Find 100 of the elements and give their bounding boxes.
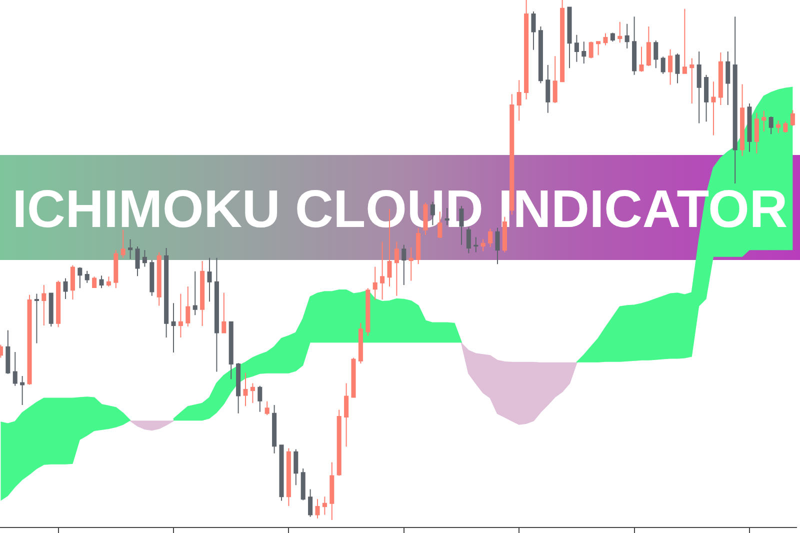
candlestick — [696, 50, 702, 124]
candlestick — [524, 0, 529, 100]
candlestick — [322, 496, 327, 516]
candlestick — [488, 228, 493, 248]
candlestick — [560, 0, 565, 83]
candlestick — [646, 26, 651, 67]
candlestick — [732, 16, 738, 184]
candlestick — [99, 275, 104, 289]
candlestick — [366, 288, 370, 336]
candlestick — [639, 46, 644, 72]
candlestick — [408, 247, 414, 282]
candlestick — [308, 488, 313, 518]
candlestick — [711, 81, 716, 136]
candlestick — [56, 280, 61, 328]
candlestick — [264, 400, 270, 416]
candlestick — [495, 227, 500, 265]
candlestick — [258, 385, 262, 412]
candlestick — [690, 58, 694, 104]
candlestick — [48, 292, 54, 328]
candlestick — [78, 266, 82, 289]
candlestick — [178, 293, 183, 338]
candlestick — [222, 292, 226, 334]
candlestick — [430, 201, 435, 226]
candlestick — [34, 293, 39, 344]
candlestick — [596, 40, 601, 56]
candlestick — [618, 21, 622, 44]
candlestick — [668, 48, 673, 86]
candlestick — [272, 404, 277, 454]
candlestick — [610, 32, 615, 42]
candlestick — [402, 244, 406, 286]
candlestick — [466, 226, 471, 254]
candlestick — [12, 352, 18, 386]
candlestick — [776, 120, 781, 134]
candlestick — [380, 241, 385, 300]
candlestick — [192, 270, 198, 316]
candlestick — [27, 294, 32, 386]
candlestick — [783, 121, 788, 134]
candlestick — [552, 56, 558, 104]
candlestick — [747, 102, 752, 152]
candlestick — [186, 286, 190, 328]
candlestick — [718, 52, 723, 106]
candlestick — [372, 266, 378, 301]
candlestick — [754, 112, 759, 154]
candlestick — [588, 41, 594, 59]
candlestick — [768, 116, 774, 135]
candlestick — [214, 257, 219, 372]
candlestick — [294, 448, 298, 486]
candlestick — [624, 23, 630, 49]
candlestick — [567, 6, 572, 69]
candlestick — [228, 321, 234, 380]
candlestick — [84, 270, 90, 284]
candlestick — [171, 302, 176, 354]
candlestick — [20, 375, 25, 406]
candlestick — [286, 448, 291, 506]
candlestick — [200, 260, 205, 327]
candlestick — [150, 259, 154, 296]
candlestick — [538, 26, 543, 84]
candlestick — [128, 238, 133, 260]
candlestick — [142, 250, 147, 268]
candlestick — [740, 84, 745, 156]
candlestick — [474, 236, 478, 253]
candlestick — [6, 330, 10, 374]
candlestick — [207, 257, 212, 302]
candlestick — [790, 110, 795, 126]
candlestick — [704, 74, 709, 122]
candlestick — [726, 50, 730, 106]
candlestick — [675, 53, 680, 84]
candlestick — [546, 64, 550, 114]
candlestick — [480, 238, 486, 252]
candlestick — [135, 246, 140, 277]
candlestick — [63, 278, 68, 300]
candlestick — [358, 322, 363, 364]
candlestick — [574, 34, 579, 62]
candlestick — [315, 498, 320, 519]
candlestick — [106, 276, 111, 288]
candlestick — [300, 468, 306, 501]
candlestick — [416, 228, 421, 265]
candlestick — [632, 16, 637, 76]
candlestick — [92, 276, 97, 288]
candlestick — [394, 241, 399, 296]
candlestick — [762, 110, 766, 132]
candlestick — [660, 56, 666, 74]
candlestick — [344, 382, 349, 448]
candlestick — [114, 250, 118, 289]
candlestick — [654, 40, 658, 69]
candlestick — [516, 80, 522, 122]
candlestick — [330, 462, 334, 520]
candlestick — [164, 248, 169, 338]
candlestick — [603, 32, 608, 46]
candlestick — [582, 41, 586, 64]
candlestick — [70, 264, 75, 300]
candlestick — [120, 229, 126, 258]
candlestick — [42, 284, 46, 326]
candlestick — [279, 444, 284, 502]
candlestick — [351, 357, 356, 398]
candlestick — [531, 10, 536, 50]
candlestick — [243, 372, 248, 407]
candlestick — [236, 362, 241, 414]
candlestick — [250, 382, 255, 404]
candlestick — [682, 8, 687, 74]
